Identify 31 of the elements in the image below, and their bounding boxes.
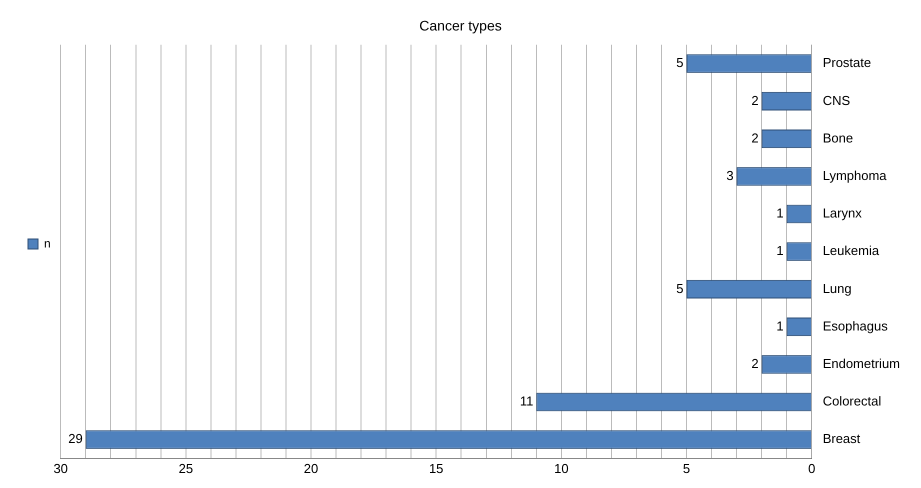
y-tick-label: Prostate [822,55,872,70]
x-tick-label: 25 [178,460,194,476]
x-tick-label: 0 [808,460,816,476]
y-tick-label: Larynx [822,206,862,221]
x-tick-label: 5 [682,460,690,476]
x-tick-label: 10 [554,460,569,476]
chart-title: Cancer types [419,17,502,34]
y-tick-label: CNS [822,92,850,108]
data-label: 2 [751,130,759,146]
data-label: 2 [751,356,759,371]
x-tick-label: 30 [53,460,68,476]
data-label: 1 [776,318,784,334]
y-tick-label: Lymphoma [822,168,888,183]
data-label: 1 [776,206,784,221]
data-label: 1 [776,243,784,258]
x-tick-label: 15 [428,460,444,476]
legend-label: n [44,236,51,250]
x-tick-label: 20 [304,460,318,476]
data-label: 5 [676,55,684,70]
data-label: 2 [751,92,759,108]
data-label: 3 [726,168,734,183]
data-label: 11 [520,394,534,409]
y-tick-label: Bone [822,130,854,146]
y-tick-label: Colorectal [822,394,882,409]
y-tick-label: Endometrium [822,356,900,371]
y-tick-label: Breast [822,431,861,446]
y-tick-label: Leukemia [822,243,880,258]
y-tick-label: Lung [822,280,852,296]
data-label: 29 [68,431,83,446]
y-tick-label: Esophagus [822,318,888,334]
data-label: 5 [676,280,684,296]
